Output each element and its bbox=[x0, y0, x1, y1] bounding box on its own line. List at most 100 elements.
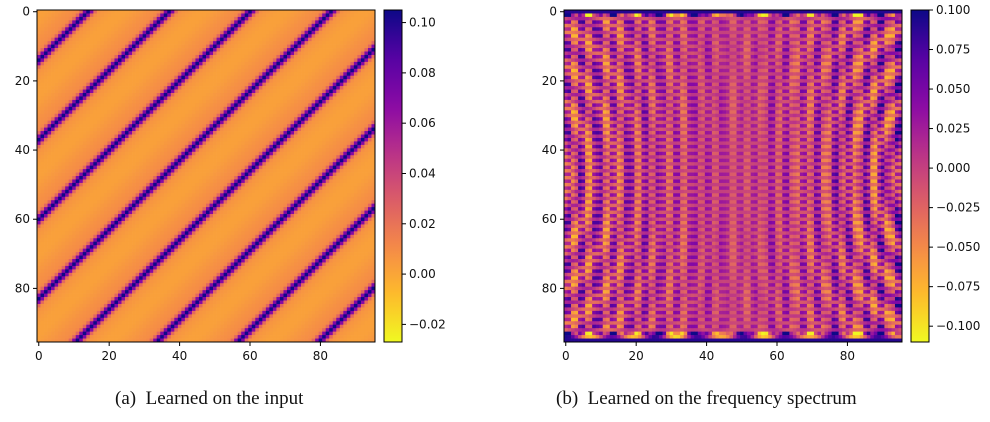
heatmap-cell bbox=[332, 58, 337, 63]
heatmap-cell bbox=[311, 103, 316, 108]
heatmap-cell bbox=[142, 131, 147, 135]
heatmap-cell bbox=[251, 120, 256, 125]
heatmap-cell bbox=[195, 20, 200, 25]
heatmap-cell bbox=[216, 58, 221, 63]
heatmap-cell bbox=[360, 48, 365, 52]
heatmap-cell bbox=[65, 75, 70, 80]
heatmap-cell bbox=[311, 165, 316, 170]
heatmap-cell bbox=[89, 176, 94, 180]
heatmap-cell bbox=[47, 75, 52, 80]
heatmap-cell bbox=[37, 16, 41, 21]
heatmap-cell bbox=[188, 65, 193, 70]
heatmap-cell bbox=[68, 176, 73, 180]
heatmap-cell bbox=[117, 89, 122, 94]
heatmap-cell bbox=[65, 65, 70, 70]
heatmap-cell bbox=[329, 20, 334, 25]
heatmap-cell bbox=[117, 48, 122, 52]
heatmap-cell bbox=[167, 120, 172, 125]
heatmap-cell bbox=[206, 68, 210, 73]
heatmap-cell bbox=[234, 82, 239, 87]
heatmap-cell bbox=[276, 54, 281, 59]
heatmap-cell bbox=[371, 131, 376, 135]
heatmap-cell bbox=[110, 106, 115, 111]
heatmap-cell bbox=[202, 27, 207, 32]
heatmap-cell bbox=[153, 58, 158, 63]
heatmap-cell bbox=[89, 169, 94, 173]
heatmap-cell bbox=[121, 44, 126, 49]
heatmap-cell bbox=[184, 158, 189, 163]
heatmap-cell bbox=[244, 72, 249, 77]
heatmap-cell bbox=[79, 162, 84, 166]
heatmap-cell bbox=[346, 120, 351, 125]
heatmap-cell bbox=[311, 186, 316, 191]
heatmap-cell bbox=[68, 106, 73, 111]
heatmap-cell bbox=[371, 158, 376, 163]
heatmap-cell bbox=[174, 124, 179, 128]
heatmap-cell bbox=[96, 65, 101, 70]
heatmap-cell bbox=[121, 134, 126, 139]
heatmap-cell bbox=[318, 96, 323, 101]
heatmap-cell bbox=[184, 106, 189, 111]
heatmap-cell bbox=[82, 158, 87, 163]
heatmap-cell bbox=[346, 27, 351, 32]
heatmap-cell bbox=[304, 155, 309, 160]
heatmap-cell bbox=[290, 65, 295, 70]
heatmap-cell bbox=[100, 176, 105, 180]
heatmap-cell bbox=[265, 10, 270, 14]
heatmap-cell bbox=[286, 79, 291, 83]
heatmap-cell bbox=[142, 110, 147, 115]
heatmap-cell bbox=[294, 176, 298, 180]
heatmap-cell bbox=[209, 169, 214, 173]
heatmap-cell bbox=[65, 120, 70, 125]
heatmap-cell bbox=[248, 37, 253, 42]
heatmap-cell bbox=[135, 75, 140, 80]
heatmap-cell bbox=[336, 30, 341, 35]
heatmap-cell bbox=[255, 144, 260, 149]
heatmap-cell bbox=[153, 117, 158, 122]
heatmap-cell bbox=[149, 134, 154, 139]
heatmap-cell bbox=[336, 44, 341, 49]
heatmap-cell bbox=[297, 65, 302, 70]
heatmap-cell bbox=[72, 41, 77, 45]
heatmap-cell bbox=[371, 186, 376, 191]
heatmap-cell bbox=[139, 65, 143, 70]
heatmap-cell bbox=[350, 27, 355, 32]
heatmap-cell bbox=[156, 44, 161, 49]
heatmap-cell bbox=[61, 162, 66, 166]
heatmap-cell bbox=[336, 113, 341, 118]
heatmap-cell bbox=[191, 113, 196, 118]
heatmap-cell bbox=[297, 155, 302, 160]
heatmap-cell bbox=[117, 65, 122, 70]
heatmap-cell bbox=[93, 58, 98, 63]
heatmap-cell bbox=[283, 158, 288, 163]
heatmap-cell bbox=[188, 68, 193, 73]
heatmap-cell bbox=[304, 134, 309, 139]
heatmap-cell bbox=[336, 13, 341, 18]
heatmap-cell bbox=[339, 48, 344, 52]
heatmap-cell bbox=[262, 89, 267, 94]
heatmap-cell bbox=[170, 13, 175, 18]
heatmap-cell bbox=[353, 82, 358, 87]
heatmap-cell bbox=[339, 110, 344, 115]
heatmap-cell bbox=[103, 176, 108, 180]
heatmap-cell bbox=[156, 176, 161, 180]
heatmap-cell bbox=[244, 124, 249, 128]
heatmap-cell bbox=[227, 65, 231, 70]
heatmap-cell bbox=[47, 58, 52, 63]
heatmap-cell bbox=[44, 61, 48, 66]
heatmap-cell bbox=[237, 155, 242, 160]
heatmap-cell bbox=[269, 20, 274, 25]
heatmap-cell bbox=[367, 117, 372, 122]
heatmap-cell bbox=[44, 120, 48, 125]
heatmap-cell bbox=[315, 30, 320, 35]
heatmap-cell bbox=[100, 169, 105, 173]
heatmap-cell bbox=[51, 117, 55, 122]
heatmap-cell bbox=[248, 148, 253, 153]
heatmap-cell bbox=[311, 158, 316, 163]
heatmap-cell bbox=[371, 103, 376, 108]
heatmap-cell bbox=[346, 48, 351, 52]
heatmap-cell bbox=[40, 34, 45, 39]
heatmap-cell bbox=[276, 148, 281, 153]
heatmap-cell bbox=[86, 120, 91, 125]
heatmap-cell bbox=[311, 75, 316, 80]
